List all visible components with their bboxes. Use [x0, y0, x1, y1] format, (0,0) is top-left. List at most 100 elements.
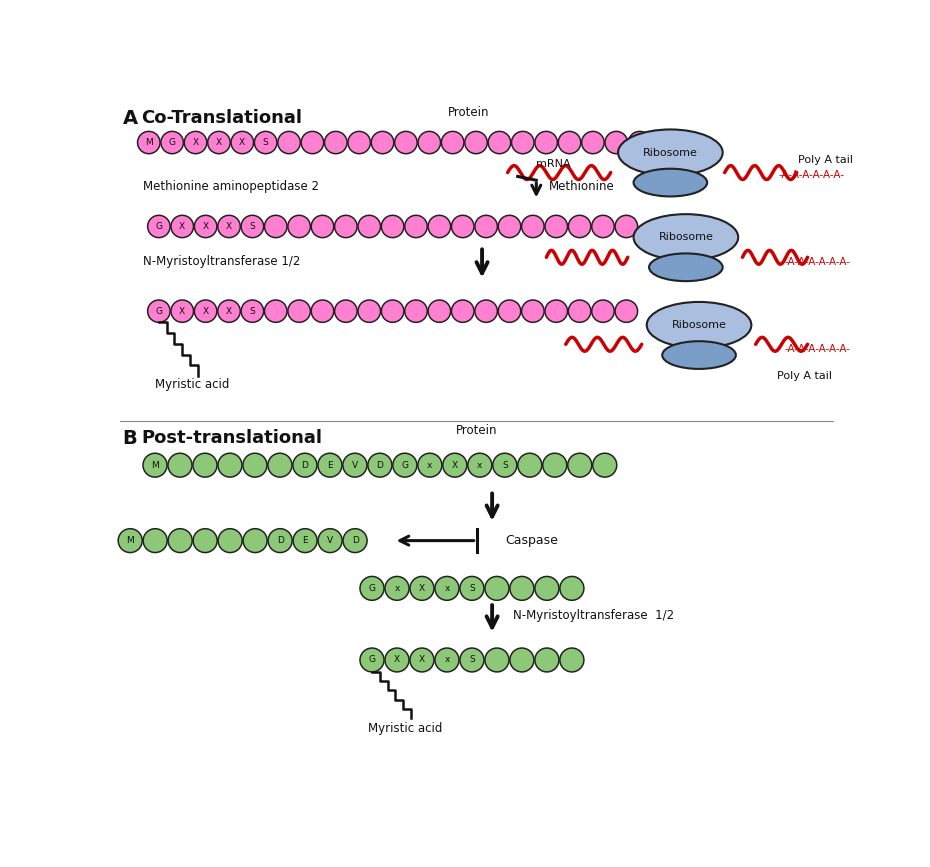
Text: E: E — [302, 536, 308, 545]
Circle shape — [255, 132, 277, 153]
Circle shape — [288, 300, 311, 323]
Circle shape — [560, 648, 584, 672]
Text: X: X — [226, 222, 232, 231]
Circle shape — [418, 132, 441, 153]
Circle shape — [615, 215, 638, 238]
Circle shape — [218, 300, 240, 323]
Circle shape — [360, 577, 384, 600]
Circle shape — [510, 648, 534, 672]
Circle shape — [184, 132, 206, 153]
Text: Co-Translational: Co-Translational — [141, 109, 302, 127]
Circle shape — [498, 300, 521, 323]
Circle shape — [241, 300, 263, 323]
Text: x: x — [427, 460, 432, 470]
Text: Ribosome: Ribosome — [658, 232, 713, 242]
Circle shape — [435, 648, 459, 672]
Circle shape — [312, 215, 334, 238]
Circle shape — [442, 132, 464, 153]
Text: S: S — [502, 460, 508, 470]
Circle shape — [218, 215, 240, 238]
Circle shape — [301, 132, 324, 153]
Circle shape — [545, 215, 567, 238]
Circle shape — [410, 648, 434, 672]
Circle shape — [385, 577, 409, 600]
Circle shape — [207, 132, 230, 153]
Circle shape — [485, 577, 509, 600]
Circle shape — [592, 453, 617, 477]
Circle shape — [591, 300, 614, 323]
Text: X: X — [418, 583, 425, 593]
Circle shape — [171, 215, 193, 238]
Circle shape — [143, 453, 167, 477]
Circle shape — [451, 215, 474, 238]
Circle shape — [343, 529, 367, 552]
Circle shape — [560, 577, 584, 600]
Text: Poly A tail: Poly A tail — [777, 371, 831, 381]
Circle shape — [435, 577, 459, 600]
Circle shape — [243, 453, 267, 477]
Text: V: V — [327, 536, 333, 545]
Circle shape — [410, 577, 434, 600]
Circle shape — [264, 300, 287, 323]
Text: X: X — [239, 138, 246, 147]
Circle shape — [194, 215, 217, 238]
Circle shape — [535, 577, 559, 600]
Ellipse shape — [662, 342, 736, 369]
Circle shape — [368, 453, 392, 477]
Text: D: D — [301, 460, 309, 470]
Text: X: X — [394, 655, 400, 664]
Circle shape — [418, 453, 442, 477]
Text: D: D — [377, 460, 383, 470]
Circle shape — [318, 529, 342, 552]
Circle shape — [381, 300, 404, 323]
Text: A: A — [123, 109, 138, 128]
Text: N-Myristoyltransferase  1/2: N-Myristoyltransferase 1/2 — [513, 610, 674, 623]
Circle shape — [381, 215, 404, 238]
Circle shape — [148, 215, 170, 238]
Circle shape — [360, 648, 384, 672]
Circle shape — [460, 577, 484, 600]
Ellipse shape — [646, 302, 751, 349]
Circle shape — [264, 215, 287, 238]
Circle shape — [535, 648, 559, 672]
Text: Myristic acid: Myristic acid — [368, 722, 443, 735]
Circle shape — [118, 529, 142, 552]
Circle shape — [605, 132, 628, 153]
Circle shape — [171, 300, 193, 323]
Circle shape — [168, 453, 192, 477]
Circle shape — [231, 132, 254, 153]
Circle shape — [371, 132, 393, 153]
Circle shape — [219, 529, 242, 552]
Text: -A-A-A-A-A-A-: -A-A-A-A-A-A- — [784, 344, 850, 354]
Circle shape — [335, 300, 357, 323]
Circle shape — [358, 300, 380, 323]
Circle shape — [465, 132, 487, 153]
Circle shape — [405, 215, 427, 238]
Text: D: D — [352, 536, 358, 545]
Circle shape — [545, 300, 567, 323]
Text: S: S — [469, 655, 475, 664]
Circle shape — [358, 215, 380, 238]
Circle shape — [485, 648, 509, 672]
Text: Methionine aminopeptidase 2: Methionine aminopeptidase 2 — [143, 180, 319, 193]
Circle shape — [591, 215, 614, 238]
Circle shape — [522, 300, 544, 323]
Circle shape — [512, 132, 534, 153]
Circle shape — [218, 453, 242, 477]
Circle shape — [558, 132, 580, 153]
Text: Methionine: Methionine — [549, 180, 615, 193]
Circle shape — [293, 529, 317, 552]
Text: x: x — [477, 460, 483, 470]
Circle shape — [148, 300, 170, 323]
Text: M: M — [145, 138, 153, 147]
Text: S: S — [469, 583, 475, 593]
Circle shape — [428, 215, 451, 238]
Circle shape — [385, 648, 409, 672]
Text: Protein: Protein — [448, 106, 489, 119]
Circle shape — [460, 648, 484, 672]
Text: N-Myristoyltransferase 1/2: N-Myristoyltransferase 1/2 — [143, 255, 300, 268]
Circle shape — [394, 132, 418, 153]
Text: X: X — [226, 307, 232, 316]
Text: x: x — [445, 655, 449, 664]
Circle shape — [293, 453, 317, 477]
